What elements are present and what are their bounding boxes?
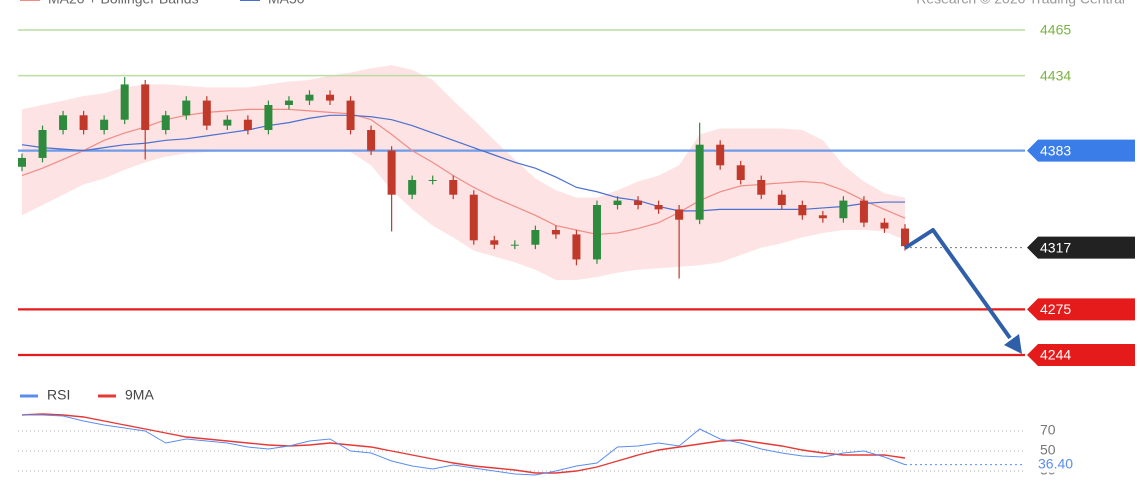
bollinger-band [22,65,905,280]
price-tag [1027,236,1135,259]
candle-body [901,228,909,247]
candle-body [675,209,684,220]
candle-body [510,244,519,246]
candle-body [654,205,663,210]
candle-body [880,222,889,229]
candle-body [141,84,150,130]
candle-body [551,230,560,235]
candle-body [346,100,355,130]
candle-body [695,144,704,220]
legend-label: MA50 [268,0,305,7]
level-label: 4465 [1040,22,1071,38]
level-label: 4244 [1040,347,1071,363]
candle-body [305,94,314,101]
candle-body [120,84,129,120]
candle-body [469,194,478,241]
candle-body [634,200,643,205]
candle-body [572,234,581,260]
candle-body [161,115,170,130]
level-label: 4434 [1040,67,1071,83]
price-tag [1027,344,1135,366]
candle-body [38,130,47,158]
candle-body [531,230,540,245]
price-tag [1027,298,1135,321]
candle-body [284,100,293,105]
forecast-arrow [903,228,1012,340]
arrow-head [1004,334,1022,354]
candle-body [818,215,827,219]
candle-body [736,165,745,180]
legend-label: 9MA [125,387,154,403]
candle-body [18,157,26,167]
candle-body [100,119,109,130]
candle-body [859,200,868,223]
candle-body [449,180,458,195]
candle-body [367,130,376,151]
candle-body [182,100,191,116]
candle-body [798,205,807,216]
rsi-line [22,414,906,476]
candle-body [490,240,499,245]
price-panel: MA20 + Bollinger Bands MA50 Research © 202… [18,0,1135,366]
level-label: 4275 [1040,301,1071,317]
candle-body [757,180,766,195]
y-tick-label: 70 [1040,422,1056,438]
current-label-bg [1030,456,1090,473]
current-label: 36.40 [1038,455,1073,471]
candle-body [223,119,232,126]
candle-body [613,200,622,205]
moving-average [21,114,905,212]
legend-label: RSI [47,387,70,403]
candle-body [408,180,417,195]
credit: Research © 2020 Trading Central [916,0,1125,7]
candle-body [592,205,601,260]
rsi-panel: RSI9MA70503036.40 [18,387,1090,478]
level-label: 4383 [1040,142,1071,158]
candle-body [716,144,725,166]
candle-body [264,105,273,130]
rsi-line [21,413,906,474]
legend-label: MA20 + Bollinger Bands [48,0,199,7]
candle-body [79,115,88,130]
candle-body [428,180,437,181]
candle-body [326,94,335,101]
candle-body [839,200,848,219]
y-tick-label: 50 [1040,442,1056,458]
candle-body [777,194,786,205]
candle-body [387,150,396,195]
price-tag [1027,139,1135,162]
candle-body [59,115,68,130]
candle-body [202,100,211,126]
level-label: 4317 [1040,239,1071,255]
candle-body [243,119,252,130]
